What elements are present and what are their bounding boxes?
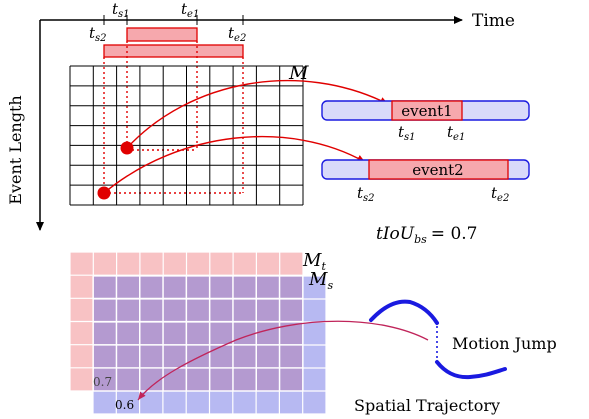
top-map-label: M (288, 62, 309, 84)
spatial-map-label: Ms (308, 269, 333, 292)
spatial-map-grid-lines (92, 275, 327, 415)
time-axis-label: Time (472, 11, 515, 31)
temporal-map-label: Mt (302, 250, 326, 273)
event1-label: event1 (401, 102, 452, 120)
spatial-trajectory-label: Spatial Trajectory (354, 396, 500, 415)
te2-label-top: te2 (228, 24, 246, 44)
spatial-map-value: 0.6 (115, 398, 134, 412)
event2-segment (368, 159, 509, 180)
event2-timeline-bar (103, 44, 244, 58)
te1-label-top: te1 (181, 0, 199, 20)
ts1-label-top: ts1 (112, 0, 130, 20)
event1-end-label: te1 (447, 123, 465, 143)
tiou-equation: tIoUbs = 0.7 (376, 224, 477, 246)
trajectory-upper (369, 299, 439, 325)
event1-start-label: ts1 (398, 123, 416, 143)
top-map-grid-lines (69, 65, 304, 206)
temporal-map-value: 0.7 (93, 375, 112, 389)
event1-arrow (126, 80, 389, 149)
bottom-map-grids (69, 251, 327, 415)
event1-segment (391, 100, 463, 121)
motion-jump-arrow (137, 320, 429, 401)
event1-timeline-bar (126, 27, 198, 42)
ts2-label-top: ts2 (89, 24, 107, 44)
motion-jump-label: Motion Jump (452, 334, 557, 353)
event2-start-label: ts2 (357, 184, 375, 204)
overlap-region (93, 276, 303, 391)
event2-label: event2 (412, 161, 463, 179)
event-drop-lines (103, 41, 244, 194)
top-map-grid (69, 65, 304, 206)
trajectory-lower (435, 360, 507, 380)
time-ticks (103, 15, 244, 25)
event2-end-label: te2 (491, 184, 509, 204)
event-length-axis-label: Event Length (6, 95, 25, 204)
event2-arrow (103, 135, 366, 194)
